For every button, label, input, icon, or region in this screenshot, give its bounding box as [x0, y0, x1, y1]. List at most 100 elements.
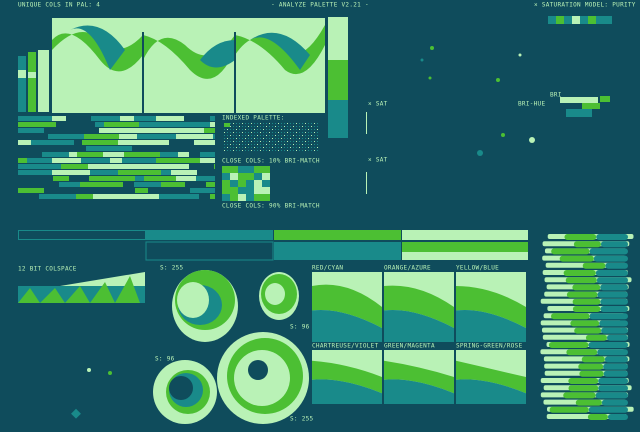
dot: [308, 138, 309, 139]
dot: [275, 141, 276, 142]
dot: [314, 147, 315, 148]
dot: [248, 144, 249, 145]
row-bar: [185, 122, 210, 127]
row-bar: [176, 134, 187, 139]
dot: [308, 129, 309, 130]
dot: [242, 141, 243, 142]
dot: [317, 132, 318, 133]
row-bar: [159, 176, 176, 181]
colspace-label: 12 BIT COLSPACE: [18, 266, 77, 273]
dot: [263, 138, 264, 139]
dot: [302, 141, 303, 142]
row-bar: [69, 152, 77, 157]
stack-bar: [605, 262, 628, 269]
row-bar: [159, 194, 199, 199]
dot: [245, 138, 246, 139]
row-bar: [199, 194, 210, 199]
dot: [281, 123, 282, 124]
dot: [245, 132, 246, 133]
dot: [290, 123, 291, 124]
dot: [293, 126, 294, 127]
dot: [299, 123, 300, 124]
row-bar: [68, 134, 84, 139]
dot: [227, 132, 228, 133]
row-bar: [18, 176, 53, 181]
dot: [281, 150, 282, 151]
dot: [239, 147, 240, 148]
stack-bar: [566, 349, 598, 356]
cell: [222, 166, 230, 173]
dot: [314, 144, 315, 145]
stack-bar: [600, 306, 628, 312]
dot: [260, 135, 261, 136]
row-bar: [74, 140, 82, 145]
dot: [317, 144, 318, 145]
cell: [246, 180, 254, 187]
dot: [242, 138, 243, 139]
dot: [263, 132, 264, 133]
dot: [239, 135, 240, 136]
row-bar: [200, 158, 215, 163]
dot: [245, 144, 246, 145]
row-bar: [18, 146, 59, 151]
stack-bar: [598, 378, 628, 384]
row-bar: [18, 116, 52, 121]
row-bar: [42, 152, 69, 157]
dot: [230, 144, 231, 145]
dot: [308, 150, 309, 151]
cell: [222, 173, 230, 180]
dot: [275, 150, 276, 151]
stack-bar: [565, 277, 597, 284]
row-bar: [62, 128, 99, 133]
dot: [242, 126, 243, 127]
dot: [299, 147, 300, 148]
dot: [311, 138, 312, 139]
dot: [242, 147, 243, 148]
dot: [272, 135, 273, 136]
dot: [254, 138, 255, 139]
stack-bar: [588, 342, 628, 348]
dot: [266, 126, 267, 127]
dot: [299, 132, 300, 133]
dot: [236, 132, 237, 133]
dot: [257, 129, 258, 130]
row-bar: [44, 128, 62, 133]
stack-bar: [604, 356, 628, 363]
dot: [311, 150, 312, 151]
hue-stripes: [18, 50, 49, 112]
row-bar: [18, 194, 39, 199]
gradient-band: [312, 284, 382, 328]
dot: [239, 126, 240, 127]
cell: [254, 180, 262, 187]
dot: [317, 150, 318, 151]
row-bar: [132, 146, 171, 151]
gradient-band: [312, 360, 382, 394]
dot: [314, 138, 315, 139]
cell: [230, 187, 238, 194]
row-bar: [123, 182, 134, 187]
gradient-band: [312, 379, 382, 404]
dot: [257, 138, 258, 139]
dot: [227, 141, 228, 142]
dot: [293, 123, 294, 124]
row-bar: [171, 170, 197, 175]
row-bar: [118, 140, 152, 145]
dot: [314, 141, 315, 142]
cell: [222, 180, 230, 187]
dot: [263, 150, 264, 151]
row-bar: [95, 122, 104, 127]
unique-cols: UNIQUE COLS IN PAL: 4: [18, 2, 100, 9]
dot: [284, 135, 285, 136]
row-bar: [197, 170, 215, 175]
cell: [254, 173, 262, 180]
row-bar: [77, 152, 103, 157]
cell: [262, 173, 270, 180]
stack-bar: [581, 356, 605, 363]
dot: [251, 141, 252, 142]
dot: [275, 144, 276, 145]
dot: [245, 150, 246, 151]
dot: [299, 135, 300, 136]
dot: [251, 150, 252, 151]
gradient-band: [384, 379, 454, 404]
